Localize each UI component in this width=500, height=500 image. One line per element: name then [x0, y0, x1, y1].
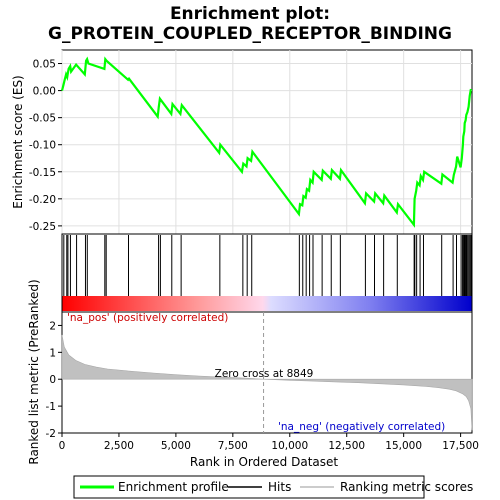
- hit-marks: [63, 235, 472, 296]
- es-ytick-label-4: -0.05: [29, 113, 56, 125]
- es-ytick-label-5: 0.00: [33, 86, 56, 98]
- metric-y-axis-label: Ranked list metric (PreRanked): [27, 279, 41, 464]
- legend-hits-label: Hits: [268, 480, 291, 494]
- metric-y-ticks: 2 1 0 -1 -2: [46, 320, 62, 440]
- es-y-axis-label: Enrichment score (ES): [11, 75, 25, 208]
- es-grid: [61, 50, 472, 234]
- metric-x-ticks: 0 2,500 5,000 7,500 10,000 12,500 15,000 17,500: [59, 433, 479, 452]
- xtick-label-4: 10,000: [271, 440, 308, 452]
- rank-color-bar: [62, 296, 472, 311]
- metric-ytick-label-4: -2: [46, 428, 56, 440]
- x-axis-label: Rank in Ordered Dataset: [190, 455, 338, 469]
- chart-title: Enrichment plot:: [170, 4, 330, 24]
- pos-correlated-label: 'na_pos' (positively correlated): [67, 312, 228, 324]
- es-ytick-label-3: -0.10: [29, 140, 56, 152]
- legend-metric-label: Ranking metric scores: [340, 480, 473, 494]
- xtick-label-3: 7,500: [218, 440, 248, 452]
- es-ytick-label-6: 0.05: [33, 59, 56, 71]
- es-ytick-label-0: -0.25: [29, 221, 56, 233]
- es-ytick-label-2: -0.15: [29, 167, 56, 179]
- xtick-label-7: 17,500: [442, 440, 479, 452]
- zero-cross-label: Zero cross at 8849: [215, 368, 314, 380]
- chart-subtitle: G_PROTEIN_COUPLED_RECEPTOR_BINDING: [48, 24, 452, 44]
- xtick-label-0: 0: [59, 440, 66, 452]
- es-ytick-label-1: -0.20: [29, 194, 56, 206]
- es-panel-frame: [61, 49, 473, 235]
- xtick-label-2: 5,000: [161, 440, 191, 452]
- xtick-label-1: 2,500: [104, 440, 134, 452]
- enrichment-profile-line: [60, 56, 472, 228]
- legend-enrichment-label: Enrichment profile: [118, 480, 229, 494]
- xtick-label-6: 15,000: [385, 440, 422, 452]
- metric-ytick-label-3: -1: [46, 401, 56, 413]
- xtick-label-5: 12,500: [328, 440, 365, 452]
- metric-ytick-label-2: 0: [49, 374, 56, 386]
- metric-ytick-label-0: 2: [49, 320, 56, 332]
- es-y-ticks: -0.25 -0.20 -0.15 -0.10 -0.05 0.00 0.05: [29, 59, 62, 233]
- ranking-metric-area: [61, 334, 473, 431]
- metric-ytick-label-1: 1: [49, 347, 56, 359]
- neg-correlated-label: 'na_neg' (negatively correlated): [278, 421, 445, 433]
